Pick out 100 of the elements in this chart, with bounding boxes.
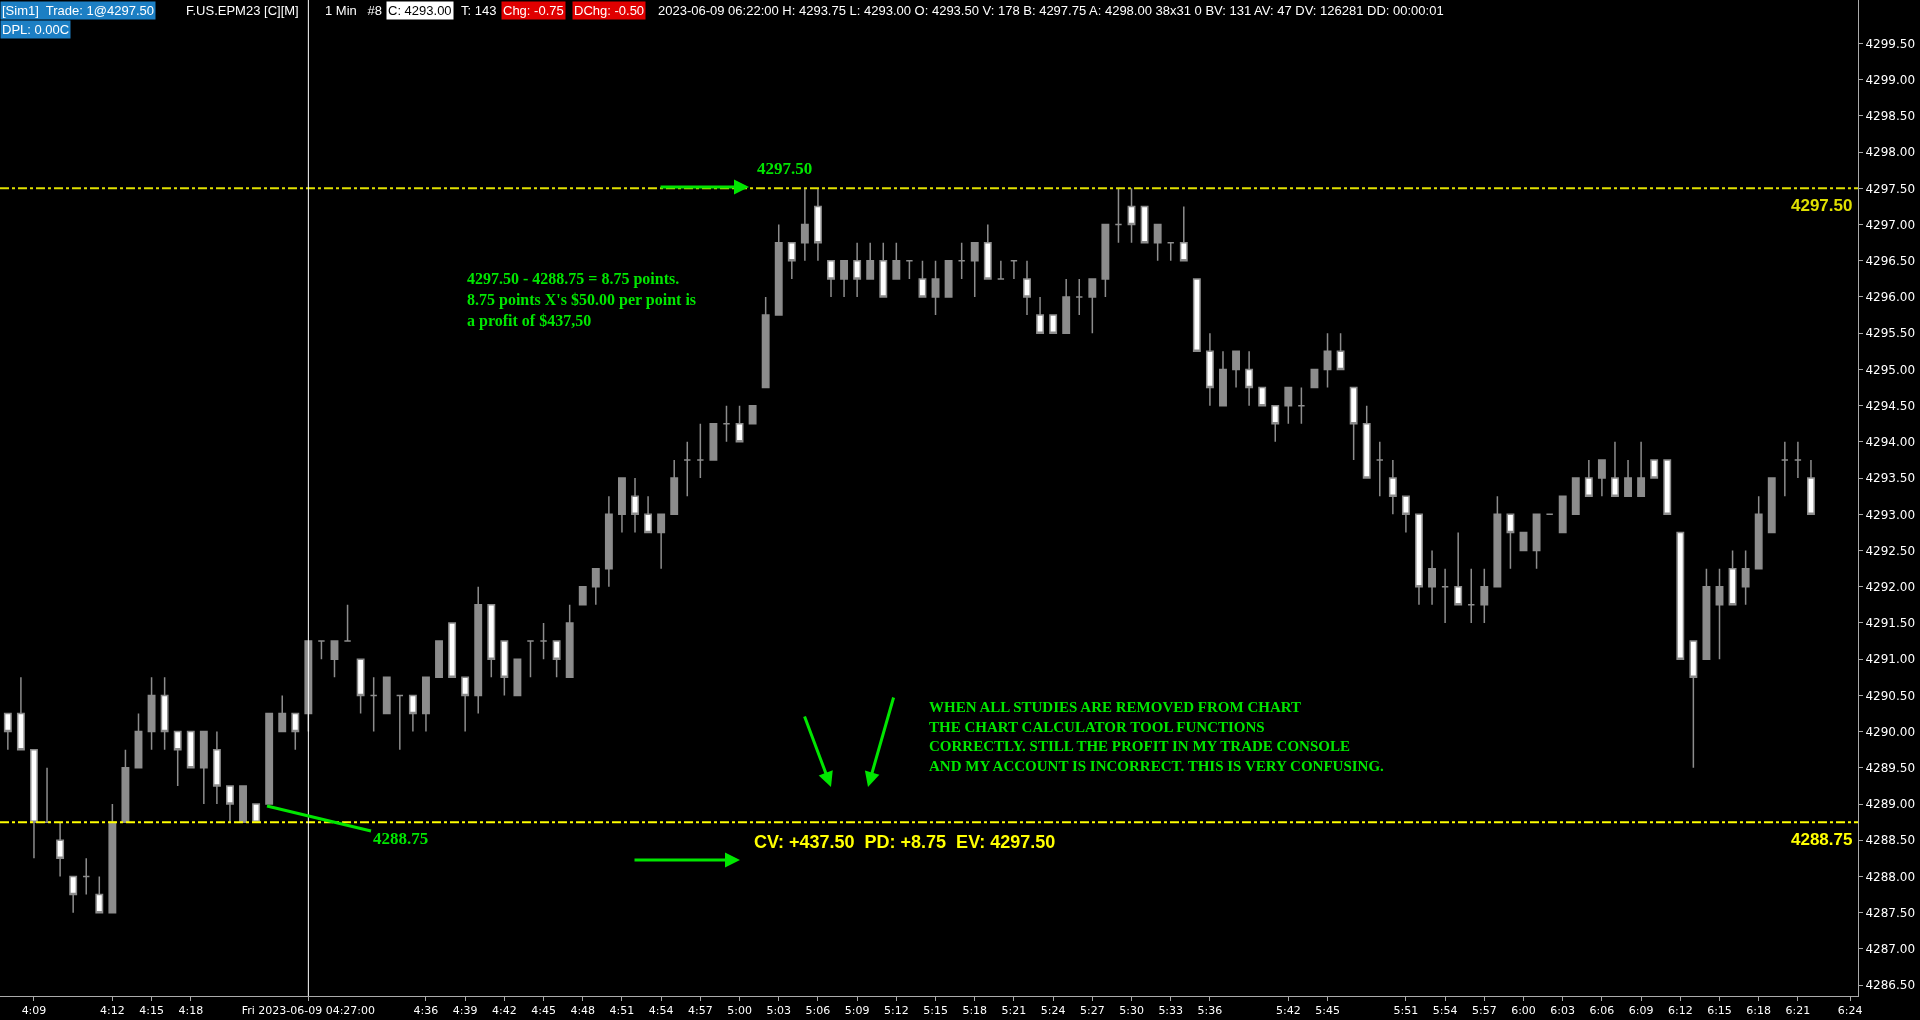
x-tick-label: Fri 2023-06-09 04:27:00 xyxy=(241,1004,376,1018)
candlestick xyxy=(1153,223,1162,262)
candlestick xyxy=(1467,567,1476,624)
candlestick xyxy=(278,694,287,733)
x-tick-label: 5:57 xyxy=(1471,1004,1497,1018)
y-tick-label: 4297.50 xyxy=(1865,181,1916,196)
candlestick xyxy=(1611,441,1619,497)
ref-line-label: 4288.75 xyxy=(373,829,429,848)
y-tick-label: 4295.50 xyxy=(1865,326,1916,341)
candlestick xyxy=(435,640,443,679)
x-tick-label: 5:00 xyxy=(727,1004,752,1018)
candlestick xyxy=(931,260,940,316)
annotation: 4288.75 xyxy=(1791,830,1853,849)
candlestick xyxy=(1140,205,1149,244)
candlestick xyxy=(970,241,979,298)
x-tick-label: 4:54 xyxy=(648,1004,674,1018)
candlestick xyxy=(957,241,966,280)
y-tick-label: 4298.00 xyxy=(1865,145,1916,160)
y-tick-label: 4294.50 xyxy=(1865,398,1916,413)
candlestick xyxy=(774,223,783,316)
y-tick-label: 4291.00 xyxy=(1865,652,1916,667)
candlestick xyxy=(1584,459,1593,497)
annotation: WHEN ALL STUDIES ARE REMOVED FROM CHART THE CHART CALCULATOR TOOL FUNCTIONS CORRECTLY. STILL THE PROFIT IN MY TRADE CONSOLE AND MY ACCOUNT IS INCORRECT. THIS IS VERY CONFUSING. xyxy=(929,699,1385,774)
candlestick xyxy=(3,712,12,751)
candlestick xyxy=(591,567,600,606)
x-tick-label: 6:03 xyxy=(1550,1004,1576,1018)
candlestick xyxy=(696,423,705,479)
x-tick-label: 5:30 xyxy=(1119,1004,1144,1018)
candlestick xyxy=(513,658,522,697)
candlestick xyxy=(199,730,208,805)
candlestick xyxy=(474,585,483,715)
annotation: DPL: 0.00C xyxy=(2,22,70,37)
candlestick xyxy=(827,260,835,298)
candlestick xyxy=(500,640,509,697)
candlestick xyxy=(1245,350,1254,407)
candlestick xyxy=(239,785,247,823)
candlestick xyxy=(604,495,613,588)
y-tick-label: 4288.00 xyxy=(1865,869,1916,884)
annotation: 2023-06-09 06:22:00 H: 4293.75 L: 4293.00 O: 4293.50 V: 178 B: 4297.75 A: 4298.00 38x31 0 BV: 131 AV: 47 DV: 126281 DD: 00:00:01 xyxy=(658,3,1444,18)
candlestick xyxy=(369,676,378,733)
candlestick xyxy=(330,640,339,679)
candlestick xyxy=(1493,495,1502,588)
candlestick xyxy=(173,730,182,787)
candlestick xyxy=(1676,531,1685,660)
candlestick xyxy=(1428,549,1436,606)
candlestick xyxy=(56,821,65,878)
y-tick-label: 4296.00 xyxy=(1865,290,1916,305)
x-tick-label: 4:42 xyxy=(492,1004,517,1018)
candlestick xyxy=(1075,278,1084,316)
candlestick xyxy=(147,676,156,751)
x-tick-label: 4:51 xyxy=(609,1004,635,1018)
x-tick-label: 6:24 xyxy=(1837,1004,1863,1018)
candlestick xyxy=(918,260,927,298)
annotation: DChg: -0.50 xyxy=(574,3,645,18)
annotation: Chg: -0.75 xyxy=(503,3,564,18)
annotation: 4297.50 xyxy=(757,159,813,178)
x-tick-label: 5:54 xyxy=(1432,1004,1458,1018)
candlestick xyxy=(1036,296,1045,334)
x-tick-label: 4:15 xyxy=(139,1004,164,1018)
candlestick xyxy=(1415,513,1423,606)
x-tick-label: 5:03 xyxy=(766,1004,792,1018)
candlestick xyxy=(1807,459,1815,516)
candlestick xyxy=(1702,567,1711,660)
x-tick-label: 6:00 xyxy=(1511,1004,1536,1018)
candlestick xyxy=(108,803,117,914)
y-tick-label: 4299.50 xyxy=(1865,36,1916,51)
candlestick xyxy=(121,748,130,823)
candlestick xyxy=(983,223,992,280)
y-tick-label: 4287.00 xyxy=(1865,942,1916,957)
candlestick xyxy=(1624,459,1632,497)
y-tick-label: 4286.50 xyxy=(1865,978,1916,993)
candlestick xyxy=(1062,278,1071,334)
x-tick-label: 4:09 xyxy=(21,1004,47,1018)
candlestick xyxy=(1532,513,1541,570)
candlestick xyxy=(134,712,143,769)
candlestick xyxy=(448,622,457,679)
y-tick-label: 4289.00 xyxy=(1865,797,1916,812)
annotation: CV: +437.50 PD: +8.75 EV: 4297.50 xyxy=(754,832,1056,852)
candlestick xyxy=(1219,350,1227,407)
candlestick xyxy=(317,640,326,660)
x-tick-label: 5:45 xyxy=(1315,1004,1340,1018)
y-tick-label: 4292.00 xyxy=(1865,579,1916,594)
candlestick xyxy=(1232,350,1240,389)
candlestick xyxy=(1780,441,1789,497)
candlestick xyxy=(1689,640,1698,769)
x-tick-label: 5:36 xyxy=(1197,1004,1223,1018)
candlestick xyxy=(1258,386,1267,407)
candlestick xyxy=(1179,205,1188,262)
x-tick-label: 5:42 xyxy=(1275,1004,1301,1018)
x-tick-label: 6:09 xyxy=(1628,1004,1654,1018)
candlestick xyxy=(618,477,626,534)
y-tick-label: 4292.50 xyxy=(1865,543,1916,558)
annotation: [Sim1] Trade: 1@4297.50 xyxy=(2,3,154,18)
candlestick xyxy=(343,604,352,642)
candlestick xyxy=(644,495,653,534)
x-tick-label: 4:18 xyxy=(178,1004,204,1018)
candlestick xyxy=(1362,404,1371,479)
candlestick xyxy=(866,241,875,280)
candlestick xyxy=(853,241,862,298)
candlestick xyxy=(709,423,718,461)
